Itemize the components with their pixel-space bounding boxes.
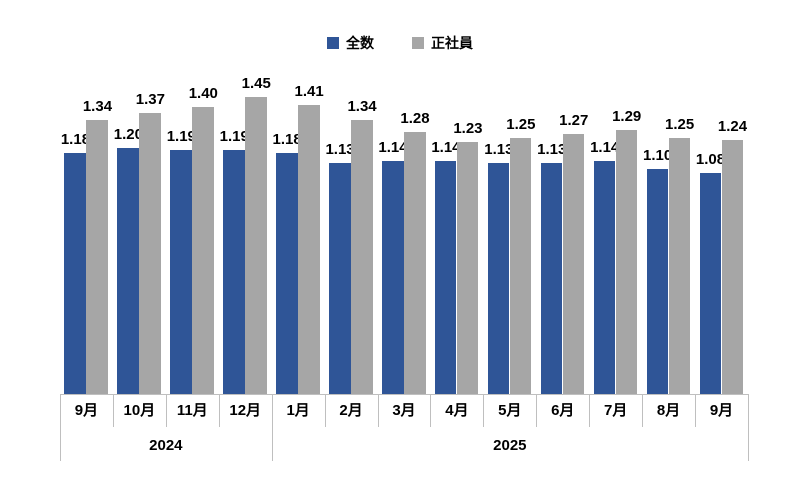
data-label-正社員-3月: 1.28: [400, 109, 430, 127]
bar-正社員-2月: [351, 119, 373, 395]
data-label-全数-6月: 1.13: [537, 140, 567, 158]
data-label-正社員-5月: 1.25: [506, 116, 536, 134]
data-label-正社員-6月: 1.27: [559, 112, 589, 129]
month-tick: [324, 394, 326, 427]
month-tick: [536, 394, 538, 427]
bar-全数-7月: [593, 160, 616, 395]
year-boundary-tick: [60, 394, 61, 461]
legend-item-seishain: 正社員: [412, 33, 473, 53]
axis-month-label: 6月: [551, 402, 575, 419]
bar-全数-3月: [382, 160, 404, 395]
bar-全数-4月: [434, 160, 457, 395]
axis-month-label: 9月: [709, 402, 734, 419]
bar-正社員-11月: [192, 107, 214, 395]
bar-正社員-12月: [245, 97, 267, 395]
month-tick: [218, 394, 220, 427]
data-label-正社員-10月: 1.37: [135, 91, 165, 109]
bar-全数-2月: [329, 162, 351, 395]
bar-全数-8月: [646, 168, 669, 395]
axis-month-label: 8月: [656, 402, 681, 419]
bar-全数-11月: [170, 150, 192, 395]
month-tick: [430, 394, 432, 427]
axis-month-label: 12月: [229, 402, 262, 419]
bar-正社員-9月: [86, 119, 108, 395]
data-label-全数-9月: 1.08: [695, 151, 726, 169]
legend-label-zensu: 全数: [346, 35, 374, 51]
month-tick: [377, 394, 379, 427]
axis-year-label-2024: 2024: [149, 437, 183, 454]
data-label-正社員-4月: 1.23: [453, 120, 483, 138]
bar-全数-10月: [117, 148, 139, 395]
axis-month-label: 4月: [445, 402, 469, 419]
bar-全数-9月: [699, 173, 722, 395]
bar-全数-9月: [64, 152, 86, 395]
bar-正社員-1月: [298, 105, 320, 395]
data-label-正社員-8月: 1.25: [665, 116, 695, 134]
month-tick: [695, 394, 697, 427]
legend-label-seishain: 正社員: [431, 35, 473, 51]
data-label-全数-12月: 1.19: [219, 128, 249, 146]
legend: 全数 正社員: [0, 33, 800, 53]
bar-正社員-7月: [615, 129, 638, 395]
month-tick: [642, 394, 644, 427]
bar-正社員-10月: [139, 113, 161, 395]
axis-year-label-2025: 2025: [493, 437, 527, 454]
data-label-全数-7月: 1.14: [590, 138, 620, 156]
data-label-全数-11月: 1.19: [166, 128, 196, 146]
month-tick: [483, 394, 485, 427]
data-label-正社員-9月: 1.34: [82, 97, 113, 115]
data-label-正社員-2月: 1.34: [347, 97, 377, 115]
axis-month-label: 2月: [339, 402, 363, 419]
bar-正社員-3月: [404, 131, 426, 395]
data-label-全数-9月: 1.18: [60, 130, 91, 148]
bar-全数-6月: [540, 162, 563, 395]
month-tick: [165, 394, 167, 427]
month-tick: [589, 394, 591, 427]
data-label-正社員-1月: 1.41: [294, 83, 324, 101]
axis-month-label: 5月: [498, 402, 522, 419]
bar-全数-12月: [223, 150, 245, 395]
data-label-全数-8月: 1.10: [643, 146, 673, 164]
bar-正社員-5月: [509, 138, 532, 395]
bar-正社員-4月: [456, 142, 479, 395]
data-label-全数-2月: 1.13: [325, 140, 355, 158]
year-boundary-tick: [271, 394, 273, 461]
axis-month-label: 9月: [74, 402, 99, 419]
axis-month-label: 7月: [604, 402, 628, 419]
data-label-正社員-12月: 1.45: [241, 75, 271, 93]
axis-month-label: 3月: [392, 402, 416, 419]
bar-全数-1月: [276, 152, 298, 395]
data-label-全数-4月: 1.14: [431, 138, 461, 156]
data-label-正社員-7月: 1.29: [612, 107, 642, 125]
data-label-全数-5月: 1.13: [484, 140, 514, 158]
data-label-正社員-9月: 1.24: [717, 118, 748, 136]
year-boundary-tick: [748, 394, 749, 461]
legend-swatch-zensu-icon: [327, 37, 339, 49]
axis-month-label: 1月: [286, 402, 310, 419]
data-label-全数-3月: 1.14: [378, 138, 408, 156]
bar-全数-5月: [487, 162, 510, 395]
legend-item-zensu: 全数: [327, 33, 374, 53]
axis-month-label: 11月: [176, 402, 208, 419]
x-axis-line: [60, 394, 748, 395]
data-label-正社員-11月: 1.40: [188, 85, 218, 103]
bar-正社員-8月: [668, 138, 691, 395]
bar-正社員-6月: [562, 134, 585, 395]
bar-正社員-9月: [721, 140, 744, 395]
data-label-全数-1月: 1.18: [272, 130, 302, 148]
axis-month-label: 10月: [123, 402, 156, 419]
month-tick: [112, 394, 114, 427]
data-label-全数-10月: 1.20: [113, 126, 143, 144]
legend-swatch-seishain-icon: [412, 37, 424, 49]
